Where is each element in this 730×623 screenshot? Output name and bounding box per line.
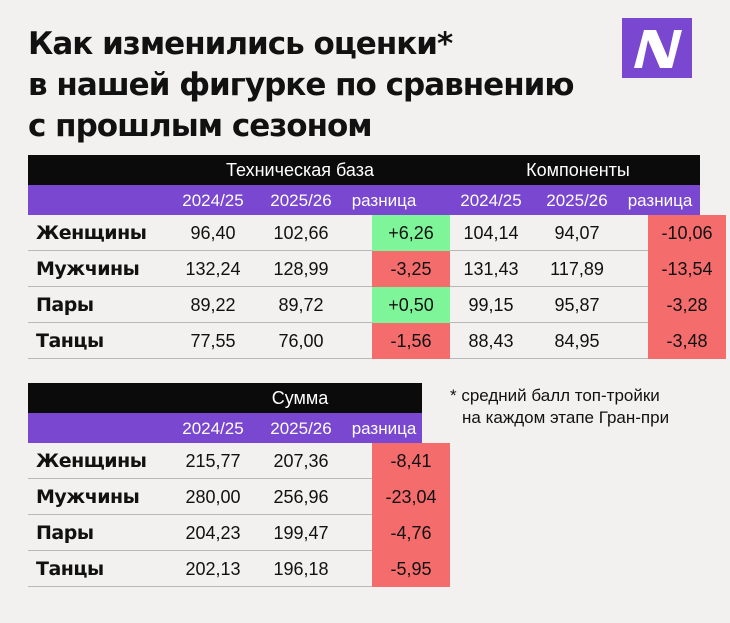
table-row: Пары 89,22 89,72 +0,50 99,15 95,87 -3,28 xyxy=(28,287,726,323)
value-cell: 102,66 xyxy=(273,223,329,243)
group-header-row: Сумма xyxy=(28,383,422,413)
title-line: с прошлым сезоном xyxy=(28,108,373,144)
table-row: Мужчины 280,00 256,96 -23,04 xyxy=(28,479,450,515)
value-cell: 207,36 xyxy=(273,451,329,471)
column-header: 2025/26 xyxy=(270,191,332,210)
page-title: Как изменились оценки* в нашей фигурке п… xyxy=(28,24,574,147)
value-cell: 215,77 xyxy=(185,451,241,471)
value-cell: 128,99 xyxy=(273,259,329,279)
diff-cell: -23,04 xyxy=(372,479,450,515)
value-cell: 104,14 xyxy=(463,223,519,243)
column-header: разница xyxy=(627,191,693,210)
row-label: Женщины xyxy=(36,222,147,244)
footnote-line: на каждом этапе Гран-при xyxy=(462,408,670,427)
row-label: Мужчины xyxy=(36,486,140,508)
row-label: Танцы xyxy=(36,558,104,580)
main-table: Техническая база Компоненты 2024/25 2025… xyxy=(28,155,726,359)
group-header: Компоненты xyxy=(526,160,630,180)
diff-cell: -1,56 xyxy=(372,323,450,359)
table-row: Мужчины 132,24 128,99 -3,25 131,43 117,89 -13,… xyxy=(28,251,726,287)
diff-cell: -13,54 xyxy=(648,251,726,287)
logo-icon xyxy=(622,18,692,78)
group-header: Техническая база xyxy=(226,160,374,180)
value-cell: 89,72 xyxy=(278,295,324,315)
row-label: Женщины xyxy=(36,450,147,472)
value-cell: 95,87 xyxy=(554,295,600,315)
table-row: Женщины 96,40 102,66 +6,26 104,14 94,07 -10,06 xyxy=(28,215,726,251)
value-cell: 99,15 xyxy=(468,295,514,315)
sum-table: Сумма 2024/25 2025/26 разница Женщины 215… xyxy=(28,383,450,587)
value-cell: 202,13 xyxy=(185,559,241,579)
diff-cell: -3,25 xyxy=(372,251,450,287)
row-label: Пары xyxy=(36,522,94,544)
table-row: Танцы 77,55 76,00 -1,56 88,43 84,95 -3,48 xyxy=(28,323,726,359)
value-cell: 199,47 xyxy=(273,523,329,543)
table-row: Пары 204,23 199,47 -4,76 xyxy=(28,515,450,551)
footnote-line: * средний балл топ-тройки xyxy=(450,386,660,405)
column-header: 2025/26 xyxy=(546,191,608,210)
diff-cell: +6,26 xyxy=(372,215,450,251)
table-row: Женщины 215,77 207,36 -8,41 xyxy=(28,443,450,479)
value-cell: 196,18 xyxy=(273,559,329,579)
value-cell: 94,07 xyxy=(554,223,600,243)
group-header: Сумма xyxy=(271,388,329,408)
table-row: Танцы 202,13 196,18 -5,95 xyxy=(28,551,450,587)
diff-cell: -5,95 xyxy=(372,551,450,587)
footnote: * средний балл топ-тройки на каждом этап… xyxy=(450,385,669,429)
row-label: Пары xyxy=(36,294,94,316)
value-cell: 84,95 xyxy=(554,331,600,351)
group-header-row: Техническая база Компоненты xyxy=(28,155,700,185)
value-cell: 77,55 xyxy=(190,331,236,351)
value-cell: 256,96 xyxy=(273,487,329,507)
column-header: 2024/25 xyxy=(182,419,244,438)
column-header: разница xyxy=(351,191,417,210)
value-cell: 88,43 xyxy=(468,331,514,351)
value-cell: 76,00 xyxy=(278,331,324,351)
diff-cell: -3,48 xyxy=(648,323,726,359)
title-line: в нашей фигурке по сравнению xyxy=(28,67,574,103)
column-header: 2024/25 xyxy=(182,191,244,210)
value-cell: 89,22 xyxy=(190,295,236,315)
value-cell: 96,40 xyxy=(190,223,236,243)
value-cell: 132,24 xyxy=(185,259,241,279)
value-cell: 131,43 xyxy=(463,259,519,279)
diff-cell: -10,06 xyxy=(648,215,726,251)
title-line: Как изменились оценки* xyxy=(28,26,453,62)
value-cell: 280,00 xyxy=(185,487,241,507)
diff-cell: -4,76 xyxy=(372,515,450,551)
diff-cell: -8,41 xyxy=(372,443,450,479)
column-header-row: 2024/25 2025/26 разница 2024/25 2025/26 … xyxy=(28,185,700,215)
value-cell: 204,23 xyxy=(185,523,241,543)
column-header-row: 2024/25 2025/26 разница xyxy=(28,413,422,443)
diff-cell: +0,50 xyxy=(372,287,450,323)
row-label: Мужчины xyxy=(36,258,140,280)
column-header: 2025/26 xyxy=(270,419,332,438)
diff-cell: -3,28 xyxy=(648,287,726,323)
row-label: Танцы xyxy=(36,330,104,352)
column-header: 2024/25 xyxy=(460,191,522,210)
value-cell: 117,89 xyxy=(550,259,604,279)
column-header: разница xyxy=(351,419,417,438)
